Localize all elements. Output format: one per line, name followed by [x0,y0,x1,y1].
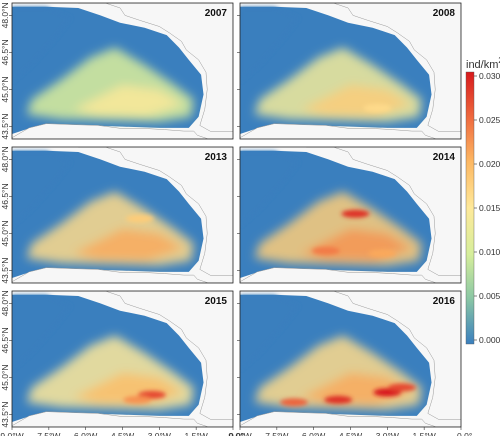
longitude-tick-label: 4.5°W [339,431,362,436]
land-france [306,291,461,420]
legend-color-bar [465,71,475,345]
panel-frame [11,146,234,284]
panel-year-label: 2016 [433,296,456,307]
legend-tick-label: 0.030 [479,71,500,81]
latitude-tick-label: 46.5°N [0,183,10,209]
longitude-tick-label: 6.0°W [302,431,325,436]
longitude-tick-label: 7.5°W [265,431,288,436]
latitude-tick-label: 46.5°N [0,327,10,353]
legend-tick-label: 0.005 [479,291,500,301]
map-panels: 2007 2008 2013 2014 2015 2016 [11,2,462,428]
land-spain [240,123,461,139]
longitude-tick-label: 6.0°W [74,431,97,436]
latitude-tick-label: 43.5°N [0,258,10,284]
hotspots [280,383,417,407]
land-france [306,3,461,132]
panel-year-label: 2008 [433,8,456,19]
hotspot [123,395,152,404]
map-panel-2013: 2013 [11,146,234,284]
land-spain [12,267,233,283]
latitude-tick-label: 45.0°N [0,220,10,246]
land-spain [12,123,233,139]
density-field [26,47,194,122]
latitude-axis-left: 48.0°N 46.5°N 45.0°N 43.5°N 48.0°N 46.5°N 45.0… [0,2,240,428]
longitude-tick-label: 9.0°W [228,431,251,436]
hotspot [324,395,353,404]
hotspot [125,214,154,223]
map-panel-2008: 2008 [239,2,462,140]
hotspots [363,104,392,113]
latitude-tick-label: 43.5°N [0,402,10,428]
hotspots [125,214,154,223]
land-france [78,291,233,420]
land-spain [240,267,461,283]
legend-tick-label: 0.025 [479,115,500,125]
hotspot [341,209,370,218]
latitude-tick-label: 46.5°N [0,39,10,65]
hotspot [311,246,340,255]
land-france [78,147,233,276]
latitude-tick-label: 48.0°N [0,2,10,28]
map-panel-2014: 2014 [239,146,462,284]
panel-year-label: 2015 [205,296,228,307]
hotspot [280,398,309,407]
longitude-tick-label: 7.5°W [37,431,60,436]
color-legend: ind/km2 0.0300.0250.0200.0150.0100.0050.… [465,56,500,345]
panel-frame [239,146,462,284]
longitude-tick-label: 0.0° [457,431,472,436]
latitude-tick-label: 45.0°N [0,76,10,102]
panel-frame [11,2,234,140]
legend-title: ind/km2 [466,56,500,71]
hotspots [311,209,397,258]
land-france [78,3,233,132]
map-panel-2007: 2007 [11,2,234,140]
legend-tick-labels: 0.030 0.025 0.020 0.015 0.010 0.005 0.000 [474,71,500,345]
legend-tick-label: 0.010 [479,247,500,257]
hotspots [123,390,166,404]
deep-water [240,294,299,371]
longitude-tick-label: 4.5°W [111,431,134,436]
longitude-axis: 9.0°W 7.5°W 6.0°W 4.5°W 3.0°W 1.5°W 0.0°9.0°W 7… [0,427,472,436]
legend-tick-label: 0.015 [479,203,500,213]
panel-year-label: 2014 [433,152,456,163]
deep-water [240,6,299,83]
map-panel-2016: 2016 [239,290,462,428]
latitude-tick-label: 48.0°N [0,146,10,172]
longitude-tick-label: 9.0°W [0,431,23,436]
deep-water [12,6,71,83]
deep-water [240,150,299,227]
longitude-tick-label: 1.5°W [413,431,436,436]
hotspot [368,249,397,258]
legend-tick-label: 0.020 [479,159,500,169]
panel-frame [239,2,462,140]
longitude-tick-label: 0.0° [229,431,244,436]
panel-year-label: 2013 [205,152,228,163]
land-spain [12,411,233,427]
hotspot [388,383,417,392]
longitude-tick-label: 3.0°W [148,431,171,436]
panel-year-label: 2007 [205,8,228,19]
land-france [306,147,461,276]
legend-tick-label: 0.000 [479,335,500,345]
latitude-tick-label: 48.0°N [0,290,10,316]
deep-water [12,294,71,371]
latitude-tick-label: 43.5°N [0,114,10,140]
deep-water [12,150,71,227]
land-spain [240,411,461,427]
map-panel-2015: 2015 [11,290,234,428]
density-field [26,191,194,266]
hotspot [363,104,392,113]
longitude-tick-label: 1.5°W [185,431,208,436]
latitude-tick-label: 45.0°N [0,364,10,390]
longitude-tick-label: 3.0°W [376,431,399,436]
